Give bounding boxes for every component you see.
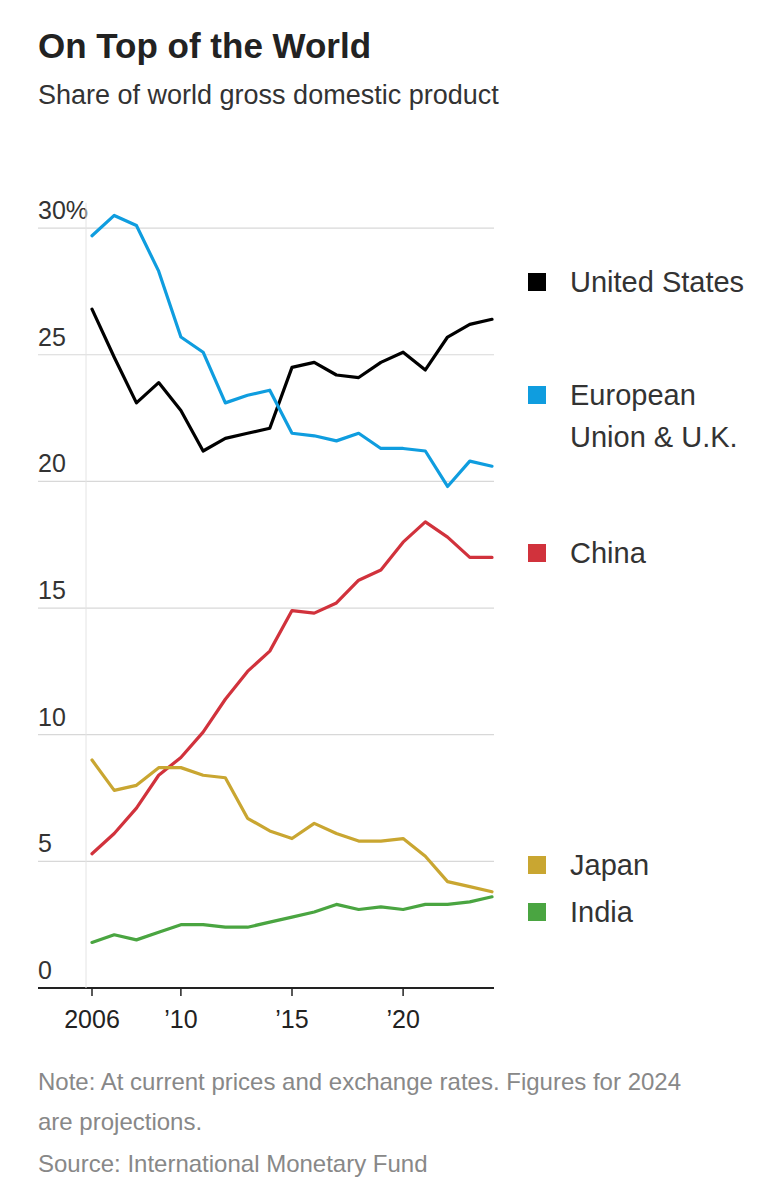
legend-swatch [528,544,546,562]
legend-label: EuropeanUnion & U.K. [570,379,738,453]
y-tick-label: 0 [38,956,52,984]
y-tick-label: 25 [38,323,66,351]
series-line [92,309,492,451]
baseline [38,987,494,989]
y-axis-line [86,203,87,988]
grid-line [38,481,494,482]
y-tick-label: 15 [38,576,66,604]
x-tick [180,988,182,996]
grid-line [38,354,494,355]
series-group [92,215,492,942]
legend-label: India [570,896,634,928]
series-line [92,760,492,892]
x-tick [402,988,404,996]
y-tick-label: 20 [38,449,66,477]
x-tick-label: ’10 [164,1005,197,1033]
legend-swatch [528,903,546,921]
x-tick-label: ’15 [275,1005,308,1033]
y-tick-label: 10 [38,703,66,731]
legend-label: United States [570,266,744,298]
grid-line [38,861,494,862]
subtitle: Share of world gross domestic product [38,80,499,110]
source: Source: International Monetary Fund [38,1150,428,1177]
x-tick [291,988,293,996]
legend-swatch [528,856,546,874]
x-tick [91,988,93,996]
legend-swatch [528,386,546,404]
chart: On Top of the World Share of world gross … [0,0,770,1200]
legend-label: China [570,537,647,569]
series-line [92,215,492,486]
title: On Top of the World [38,26,371,65]
series-line [92,522,492,854]
x-tick-label: ’20 [386,1005,419,1033]
x-tick-label: 2006 [64,1005,120,1033]
y-tick-label: 30% [38,196,88,224]
grid-line [38,228,494,229]
y-tick-label: 5 [38,829,52,857]
series-line [92,897,492,943]
grid-line [38,734,494,735]
legend-swatch [528,273,546,291]
legend-label: Japan [570,849,649,881]
note: Note: At current prices and exchange rat… [38,1068,681,1135]
grid-line [38,607,494,608]
